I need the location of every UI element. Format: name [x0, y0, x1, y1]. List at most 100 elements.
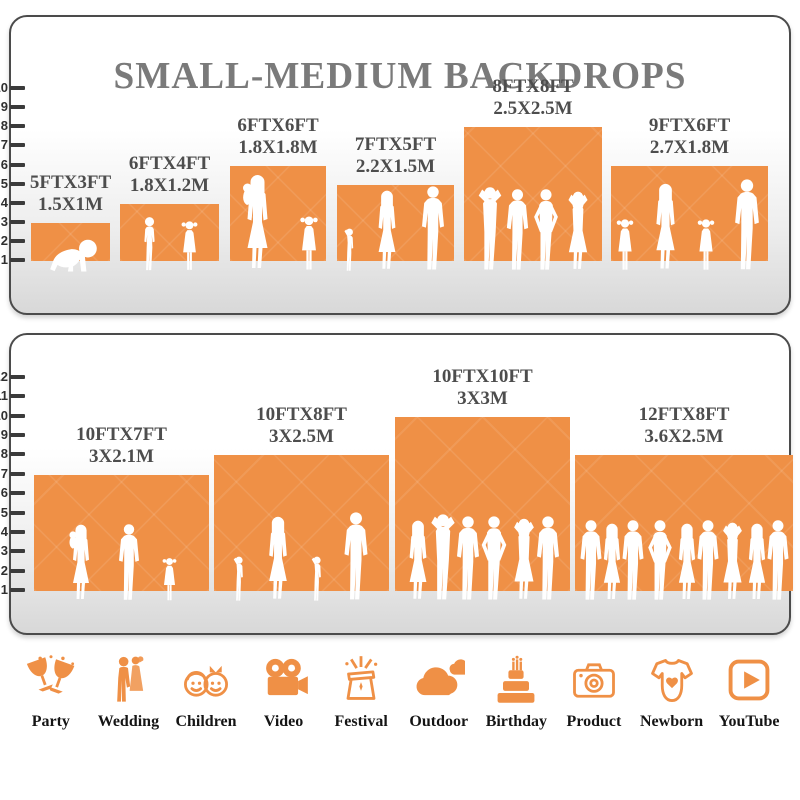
category-label: Wedding: [97, 713, 160, 730]
wedding-icon: [102, 654, 154, 706]
backdrop-size-label: 10FTX8FT 3X2.5M: [256, 404, 347, 448]
category-item-wedding: Wedding: [90, 654, 168, 731]
silhouette-group: [230, 17, 326, 273]
silhouette-boy: [134, 216, 165, 273]
backdrop-size-label: 10FTX7FT 3X2.1M: [76, 424, 167, 468]
silhouette-woman: [642, 182, 689, 273]
silhouette-group: [611, 17, 768, 273]
newborn-icon: [646, 654, 698, 706]
silhouette-baby-crawling: [38, 236, 103, 273]
ruler-tick: [10, 471, 25, 476]
silhouette-child: [225, 555, 253, 603]
ruler-tick: [10, 375, 25, 380]
ruler-tick: [10, 86, 25, 91]
silhouette-woman: [365, 189, 409, 273]
ruler-tick: [10, 433, 25, 438]
festival-icon: [335, 654, 387, 706]
silhouette-girl: [608, 218, 642, 273]
backdrop-size-m-label: 1.5X1M: [38, 193, 103, 215]
ruler-tick-label: 2: [0, 562, 8, 578]
outdoor-icon: [413, 654, 465, 706]
silhouette-group: [464, 17, 602, 273]
ruler-tick-label: 5: [0, 175, 8, 191]
backdrop-size-ft-label: 9FTX6FT: [648, 114, 731, 136]
birthday-icon: [490, 654, 542, 706]
ruler-tick: [10, 491, 25, 496]
silhouette-woman-hands-head: [708, 521, 757, 603]
backdrop-bar: [31, 222, 110, 261]
ruler-tick: [10, 143, 25, 148]
ruler-tick-label: 1: [0, 582, 8, 597]
ruler-tick-label: 12: [0, 369, 8, 385]
backdrop-size-m-label: 2.5X2.5M: [493, 98, 573, 120]
silhouette-girl: [689, 218, 723, 273]
category-item-outdoor: Outdoor: [400, 654, 478, 731]
silhouette-group: [575, 335, 793, 603]
ruler-tick-label: 6: [0, 485, 8, 501]
ruler-tick-label: 9: [0, 99, 8, 115]
ruler-tick: [10, 413, 25, 418]
ruler-tick: [10, 200, 25, 205]
silhouette-man-hands-hips: [466, 515, 522, 603]
backdrop-bar: [120, 203, 219, 261]
backdrop-size-ft-label: 12FTX8FT: [638, 404, 730, 426]
ruler-tick-label: 3: [0, 213, 8, 229]
backdrop-panel-small-medium: SMALL-MEDIUM BACKDROPS 10 9 8 7 6 5 4 3 2 1 5FTX3F…: [0, 15, 791, 315]
silhouette-group: [214, 335, 389, 603]
backdrop-size-label: 8FTX8FT 2.5X2.5M: [492, 76, 573, 120]
ruler-tick: [10, 394, 25, 399]
silhouette-child: [336, 227, 363, 273]
backdrop-size-ft-label: 6FTX4FT: [128, 152, 211, 174]
party-icon: [25, 654, 77, 706]
silhouette-woman: [591, 522, 633, 603]
silhouette-man: [612, 519, 654, 603]
backdrop-size-m-label: 2.2X1.5M: [355, 155, 436, 177]
category-label: Birthday: [485, 713, 548, 730]
backdrop-size-ft-label: 10FTX8FT: [256, 404, 347, 426]
category-item-youtube: YouTube: [710, 654, 788, 731]
category-item-party: Party: [12, 654, 90, 731]
category-item-festival: Festival: [322, 654, 400, 731]
silhouette-child: [303, 555, 331, 603]
category-item-children: Children: [167, 654, 245, 731]
silhouette-man-hands-head: [416, 513, 470, 603]
ruler-tick: [10, 549, 25, 554]
backdrop-size-m-label: 3.6X2.5M: [644, 426, 724, 448]
ruler-tick-label: 8: [0, 118, 8, 134]
silhouette-group: [34, 335, 209, 603]
backdrop-size-ft-label: 10FTX10FT: [432, 365, 533, 387]
youtube-icon: [723, 654, 775, 706]
silhouette-group: [31, 17, 110, 273]
ruler-tick: [10, 124, 25, 129]
silhouette-man: [446, 515, 490, 603]
ruler-tick-label: 8: [0, 446, 8, 462]
backdrop-size-ft-label: 6FTX6FT: [237, 114, 319, 136]
backdrop-bar: [34, 474, 209, 591]
backdrop-size-label: 10FTX10FT 3X3M: [432, 366, 532, 410]
category-bar: Party Wedding Children Video Festival Outdoor…: [12, 654, 788, 731]
ruler-tick: [10, 181, 25, 186]
category-item-newborn: Newborn: [633, 654, 711, 731]
ruler-tick-label: 4: [0, 194, 8, 210]
video-icon: [258, 654, 310, 706]
category-label: Outdoor: [409, 713, 469, 730]
silhouette-man-hands-head: [464, 186, 516, 273]
ruler-tick-label: 9: [0, 427, 8, 443]
ruler-tick: [10, 105, 25, 110]
backdrop-panel-medium-large: 12111098765432110FTX7FT3X2.1M10FTX8FT3X2…: [0, 333, 793, 635]
silhouette-man: [687, 519, 729, 603]
backdrop-size-m-label: 3X3M: [457, 387, 508, 409]
category-label: Product: [566, 713, 622, 730]
silhouette-man: [570, 519, 612, 603]
silhouette-girl: [155, 557, 184, 603]
category-label: Party: [31, 713, 70, 730]
silhouette-group: [395, 335, 570, 603]
backdrop-size-ft-label: 10FTX7FT: [76, 423, 167, 445]
ruler-tick: [10, 568, 25, 573]
ruler-tick-label: 1: [0, 252, 8, 267]
ruler-tick: [10, 162, 25, 167]
backdrop-size-label: 5FTX3FT 1.5X1M: [30, 172, 111, 216]
ruler-tick-label: 7: [0, 465, 8, 481]
backdrop-size-label: 7FTX5FT 2.2X1.5M: [355, 134, 436, 178]
page-title: SMALL-MEDIUM BACKDROPS: [113, 55, 687, 98]
